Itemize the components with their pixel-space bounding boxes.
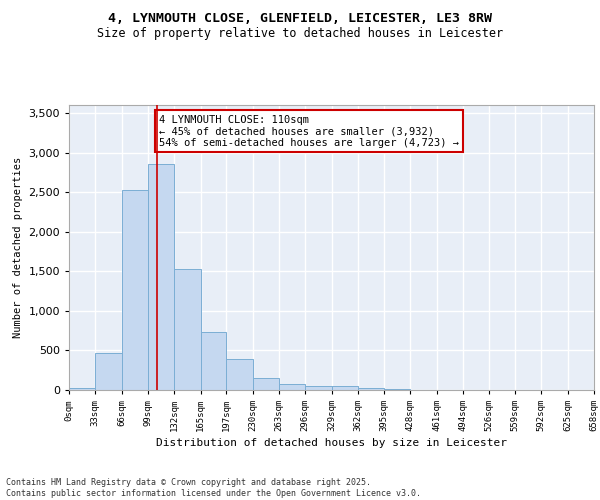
Text: 4 LYNMOUTH CLOSE: 110sqm
← 45% of detached houses are smaller (3,932)
54% of sem: 4 LYNMOUTH CLOSE: 110sqm ← 45% of detach… xyxy=(159,114,459,148)
Bar xyxy=(331,386,358,390)
Bar xyxy=(384,389,410,390)
Bar xyxy=(148,164,175,390)
Bar xyxy=(279,384,305,390)
Bar xyxy=(69,388,95,390)
Text: Contains HM Land Registry data © Crown copyright and database right 2025.
Contai: Contains HM Land Registry data © Crown c… xyxy=(6,478,421,498)
Bar xyxy=(95,353,122,390)
Text: Size of property relative to detached houses in Leicester: Size of property relative to detached ho… xyxy=(97,28,503,40)
Bar xyxy=(358,388,384,390)
Bar xyxy=(305,386,331,390)
Bar xyxy=(175,269,200,390)
Bar xyxy=(122,190,148,390)
Bar xyxy=(200,332,226,390)
Text: 4, LYNMOUTH CLOSE, GLENFIELD, LEICESTER, LE3 8RW: 4, LYNMOUTH CLOSE, GLENFIELD, LEICESTER,… xyxy=(108,12,492,26)
Y-axis label: Number of detached properties: Number of detached properties xyxy=(13,157,23,338)
X-axis label: Distribution of detached houses by size in Leicester: Distribution of detached houses by size … xyxy=(156,438,507,448)
Bar xyxy=(253,378,279,390)
Bar xyxy=(226,359,253,390)
